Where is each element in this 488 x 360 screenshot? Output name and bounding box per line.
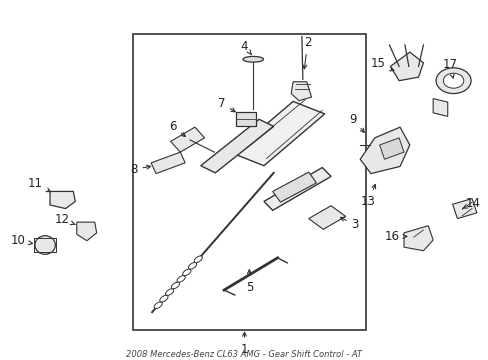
- Text: 10: 10: [11, 234, 32, 247]
- Ellipse shape: [194, 256, 202, 262]
- Ellipse shape: [443, 73, 463, 88]
- Bar: [235, 112, 256, 126]
- Ellipse shape: [160, 295, 168, 302]
- Polygon shape: [389, 52, 423, 81]
- Text: 1: 1: [240, 332, 248, 356]
- Ellipse shape: [243, 57, 263, 62]
- Polygon shape: [360, 127, 409, 174]
- Polygon shape: [151, 152, 185, 174]
- Text: 3: 3: [340, 217, 358, 231]
- Polygon shape: [432, 99, 447, 116]
- Polygon shape: [308, 206, 345, 229]
- Text: 14: 14: [462, 197, 480, 210]
- Ellipse shape: [35, 236, 55, 254]
- Ellipse shape: [171, 282, 179, 289]
- Polygon shape: [452, 199, 476, 219]
- Ellipse shape: [435, 68, 470, 94]
- Text: 7: 7: [217, 97, 235, 112]
- Text: 9: 9: [348, 113, 364, 132]
- Text: 2008 Mercedes-Benz CL63 AMG - Gear Shift Control - AT: 2008 Mercedes-Benz CL63 AMG - Gear Shift…: [126, 350, 362, 359]
- Ellipse shape: [177, 276, 185, 282]
- Text: 11: 11: [28, 177, 50, 192]
- Text: 5: 5: [245, 270, 252, 294]
- Polygon shape: [201, 119, 273, 173]
- Polygon shape: [403, 226, 432, 251]
- Text: 17: 17: [441, 58, 456, 78]
- Ellipse shape: [183, 269, 190, 276]
- Text: 2: 2: [302, 36, 311, 69]
- Text: 4: 4: [240, 40, 251, 54]
- Polygon shape: [77, 222, 97, 241]
- Polygon shape: [272, 172, 316, 202]
- Polygon shape: [290, 82, 311, 101]
- Polygon shape: [170, 127, 204, 152]
- Text: 8: 8: [130, 163, 150, 176]
- Text: 13: 13: [360, 184, 375, 208]
- Polygon shape: [232, 102, 324, 166]
- Polygon shape: [264, 167, 330, 210]
- Ellipse shape: [154, 302, 162, 309]
- Text: 15: 15: [370, 57, 393, 71]
- Ellipse shape: [188, 262, 196, 269]
- Polygon shape: [50, 192, 75, 208]
- Ellipse shape: [165, 289, 173, 296]
- Text: 12: 12: [54, 213, 75, 226]
- Text: 6: 6: [168, 120, 185, 136]
- Polygon shape: [379, 138, 403, 159]
- Bar: [132, 33, 366, 330]
- Text: 16: 16: [385, 230, 406, 243]
